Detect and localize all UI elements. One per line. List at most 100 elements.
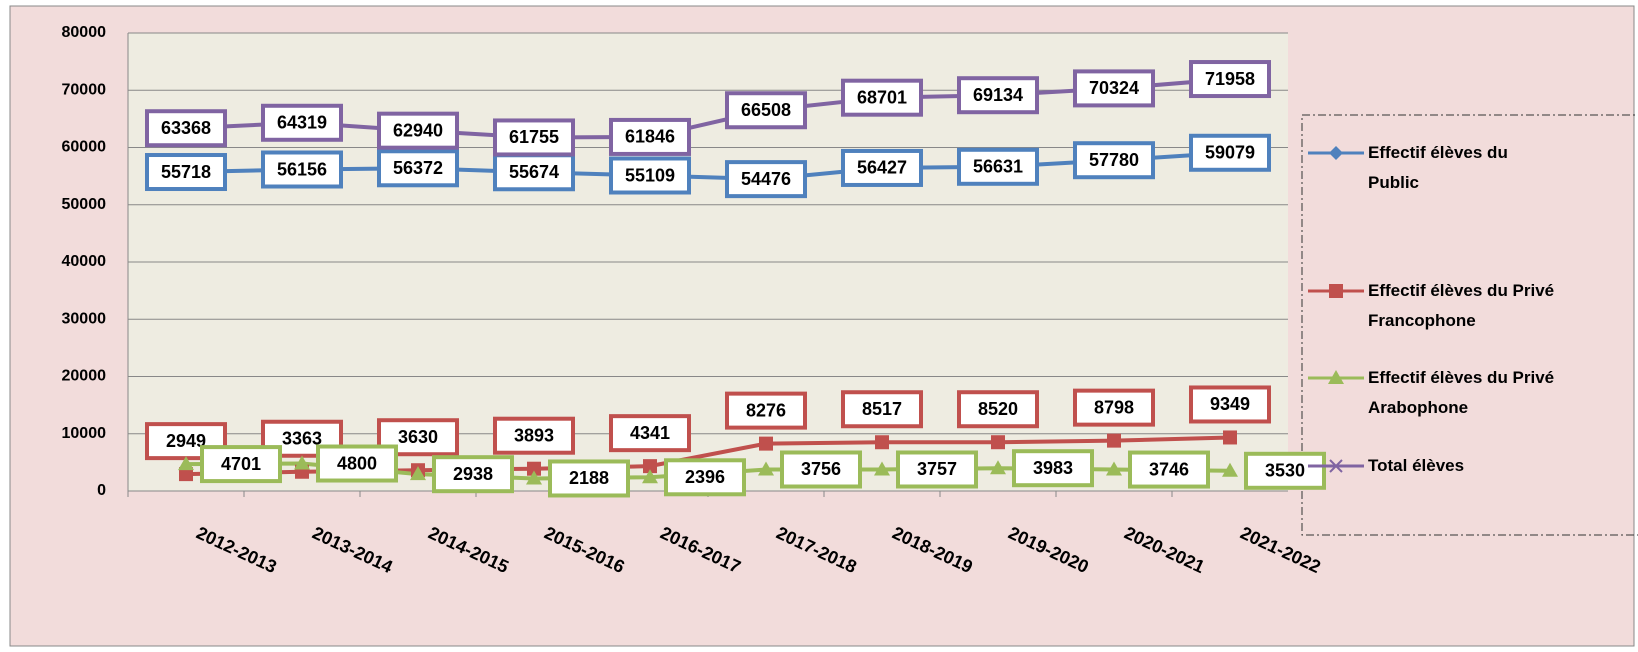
- data-label-box: [1012, 449, 1094, 488]
- data-label-box: [664, 458, 746, 497]
- data-label-box: [609, 156, 691, 195]
- data-label-box: [841, 78, 923, 117]
- data-label: 2949: [166, 431, 206, 451]
- data-label: 55674: [509, 162, 559, 182]
- data-label: 8276: [746, 400, 786, 420]
- data-label-box: [145, 153, 227, 192]
- data-label-box: [316, 444, 398, 483]
- point-marker: [1328, 370, 1344, 384]
- series-line: [185, 77, 1231, 140]
- data-label: 64319: [277, 113, 327, 133]
- data-label-box: [1244, 451, 1326, 490]
- point-marker: [1107, 433, 1121, 448]
- data-label-box: [841, 148, 923, 187]
- point-marker: [1329, 284, 1343, 298]
- point-marker: [759, 436, 773, 451]
- point-marker: [643, 459, 657, 474]
- data-label: 56372: [393, 158, 443, 178]
- data-label: 3630: [398, 427, 438, 447]
- data-label-box: [261, 150, 343, 189]
- data-label: 62940: [393, 120, 443, 140]
- data-label-box: [1073, 141, 1155, 180]
- data-label: 55109: [625, 165, 675, 185]
- data-label-box: [493, 118, 575, 157]
- series-line: [185, 150, 1231, 182]
- data-label-box: [1189, 60, 1271, 99]
- legend-label: Effectif élèves du Privé Francophone: [1368, 281, 1555, 330]
- data-label-box: [200, 445, 282, 484]
- y-tick-label: 20000: [62, 368, 107, 385]
- data-label-box: [609, 414, 691, 453]
- data-label-box: [1128, 450, 1210, 489]
- data-label-box: [261, 103, 343, 142]
- data-label: 69134: [973, 85, 1023, 105]
- point-marker: [1329, 459, 1343, 473]
- data-label: 66508: [741, 100, 791, 120]
- data-label-box: [377, 111, 459, 150]
- point-marker: [1222, 462, 1238, 477]
- data-label-box: [957, 76, 1039, 115]
- point-marker: [1223, 430, 1237, 445]
- data-label: 3757: [917, 459, 957, 479]
- data-label: 8517: [862, 399, 902, 419]
- legend-box: [1301, 114, 1638, 536]
- data-label: 3530: [1265, 461, 1305, 481]
- point-marker: [874, 461, 890, 476]
- data-label: 2188: [569, 468, 609, 488]
- data-label: 3363: [282, 428, 322, 448]
- y-tick-label: 50000: [62, 196, 107, 213]
- data-label-box: [896, 450, 978, 489]
- data-label-box: [377, 149, 459, 188]
- point-marker: [1329, 146, 1343, 160]
- data-label: 55718: [161, 162, 211, 182]
- point-marker: [875, 435, 889, 450]
- data-label-box: [725, 91, 807, 130]
- data-label: 70324: [1089, 78, 1139, 98]
- point-marker: [526, 470, 542, 485]
- data-label-box: [548, 459, 630, 498]
- data-label-box: [1189, 385, 1271, 424]
- data-label-box: [1073, 69, 1155, 108]
- data-label-box: [493, 416, 575, 455]
- y-tick-label: 10000: [62, 425, 107, 442]
- data-label-box: [1073, 388, 1155, 427]
- legend-label: Total élèves: [1368, 456, 1465, 475]
- data-label: 8798: [1094, 397, 1134, 417]
- data-label: 56631: [973, 157, 1023, 177]
- data-label-box: [725, 391, 807, 430]
- y-tick-label: 30000: [62, 310, 107, 327]
- data-label-box: [432, 455, 514, 494]
- data-label: 63368: [161, 118, 211, 138]
- data-label: 61755: [509, 127, 559, 147]
- data-label-box: [957, 390, 1039, 429]
- y-tick-label: 70000: [62, 81, 107, 98]
- data-label: 3983: [1033, 458, 1073, 478]
- point-marker: [178, 456, 194, 471]
- point-marker: [758, 461, 774, 476]
- legend-label: Effectif élèves du Privé Arabophone: [1368, 368, 1555, 417]
- point-marker: [991, 435, 1005, 450]
- point-marker: [990, 460, 1006, 475]
- data-label: 54476: [741, 169, 791, 189]
- data-label: 4701: [221, 454, 261, 474]
- data-label-box: [609, 117, 691, 156]
- point-marker: [294, 455, 310, 470]
- data-label-box: [780, 450, 862, 489]
- data-label: 56427: [857, 158, 907, 178]
- legend-label: Effectif élèves du Public: [1368, 143, 1508, 192]
- data-label-box: [841, 390, 923, 429]
- data-label: 61846: [625, 127, 675, 147]
- point-marker: [410, 466, 426, 481]
- y-tick-label: 0: [97, 482, 106, 499]
- data-label-box: [957, 147, 1039, 186]
- data-label-box: [1189, 133, 1271, 172]
- data-label-box: [725, 160, 807, 199]
- data-label: 4341: [630, 423, 670, 443]
- y-tick-label: 80000: [62, 24, 107, 41]
- data-label: 9349: [1210, 394, 1250, 414]
- point-marker: [642, 469, 658, 484]
- data-label-box: [145, 109, 227, 148]
- y-tick-label: 40000: [62, 253, 107, 270]
